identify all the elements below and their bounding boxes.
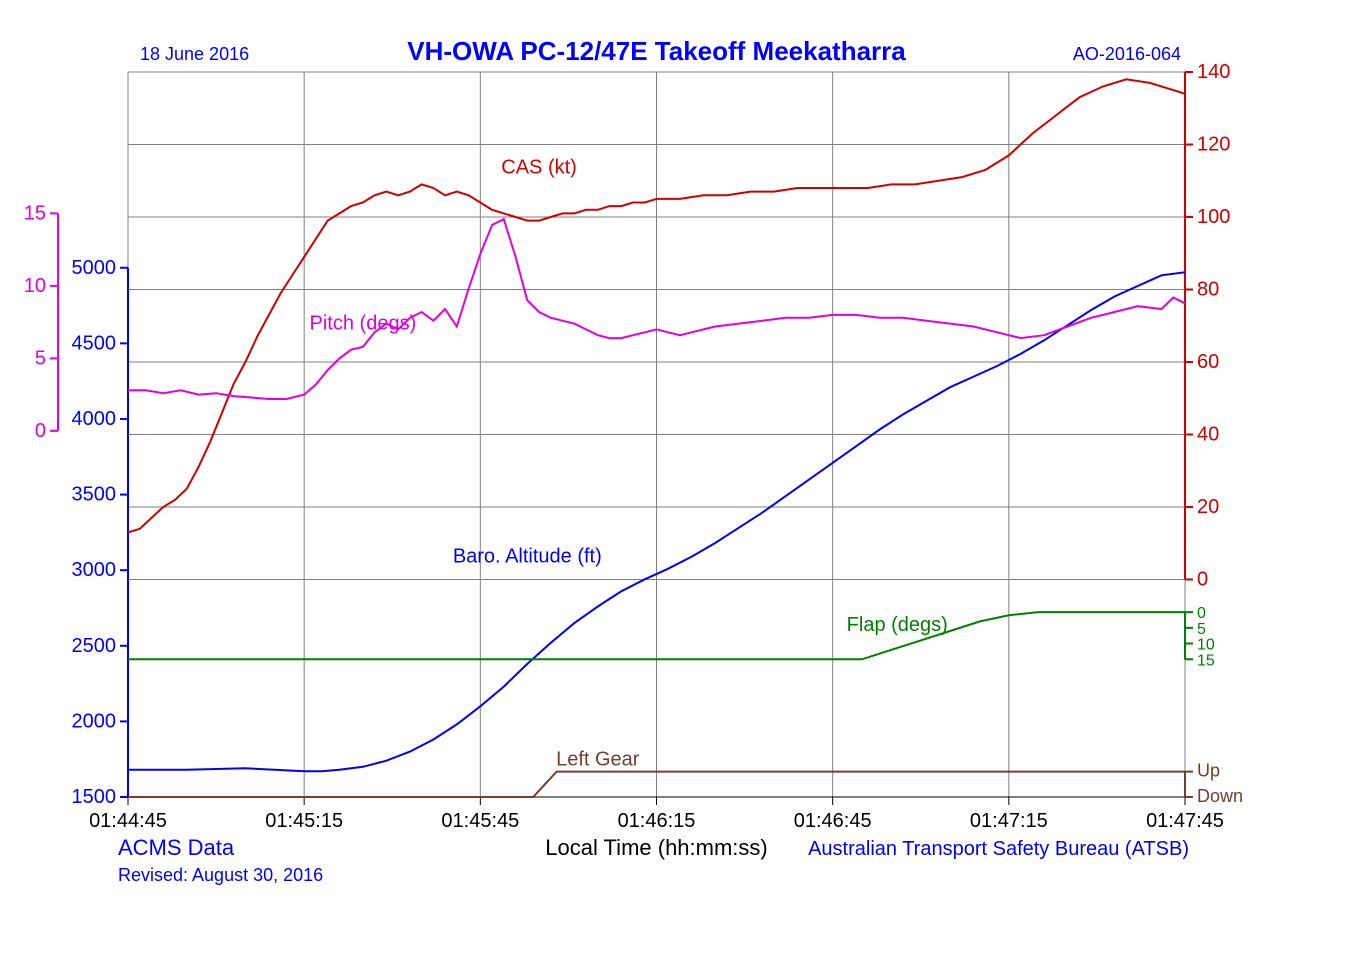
altitude-label: Baro. Altitude (ft) bbox=[453, 546, 602, 568]
flap-tick-label: 5 bbox=[1197, 621, 1206, 638]
pitch-tick-label: 15 bbox=[24, 202, 46, 224]
chart-svg: 01:44:45 01:45:15 01:45:45 01:46:15 01:46:45… bbox=[0, 0, 1369, 976]
cas-tick-label: 120 bbox=[1197, 134, 1230, 156]
gear-tick-up: Up bbox=[1197, 761, 1220, 781]
date-label: 18 June 2016 bbox=[140, 44, 249, 64]
data-source-label: ACMS Data bbox=[118, 835, 235, 860]
chart-title: VH-OWA PC-12/47E Takeoff Meekatharra bbox=[407, 36, 906, 66]
x-tick-label: 01:46:15 bbox=[618, 810, 696, 832]
cas-tick-label: 20 bbox=[1197, 496, 1219, 518]
flap-tick-label: 10 bbox=[1197, 637, 1215, 654]
ref-label: AO-2016-064 bbox=[1073, 44, 1181, 64]
x-tick-label: 01:47:15 bbox=[970, 810, 1048, 832]
flap-label: Flap (degs) bbox=[847, 614, 948, 636]
x-axis-label: Local Time (hh:mm:ss) bbox=[545, 835, 768, 860]
altitude-tick-label: 4000 bbox=[72, 408, 117, 430]
x-tick-label: 01:47:45 bbox=[1146, 810, 1224, 832]
cas-tick-label: 0 bbox=[1197, 569, 1208, 591]
altitude-tick-label: 1500 bbox=[72, 786, 117, 808]
pitch-label: Pitch (degs) bbox=[310, 312, 417, 334]
cas-tick-label: 140 bbox=[1197, 61, 1230, 83]
flap-tick-label: 15 bbox=[1197, 652, 1215, 669]
gear-tick-down: Down bbox=[1197, 786, 1243, 806]
flight-data-chart: 01:44:45 01:45:15 01:45:45 01:46:15 01:46:45… bbox=[0, 0, 1369, 976]
flap-tick-label: 0 bbox=[1197, 605, 1206, 622]
cas-label: CAS (kt) bbox=[501, 157, 577, 179]
pitch-tick-label: 0 bbox=[35, 420, 46, 442]
x-tick-label: 01:45:15 bbox=[265, 810, 343, 832]
x-tick-label: 01:45:45 bbox=[441, 810, 519, 832]
cas-tick-label: 40 bbox=[1197, 424, 1219, 446]
altitude-tick-label: 2500 bbox=[72, 635, 117, 657]
bureau-label: Australian Transport Safety Bureau (ATSB… bbox=[808, 838, 1189, 860]
revised-label: Revised: August 30, 2016 bbox=[118, 865, 323, 885]
cas-tick-label: 100 bbox=[1197, 206, 1230, 228]
pitch-tick-label: 5 bbox=[35, 347, 46, 369]
altitude-tick-label: 5000 bbox=[72, 257, 117, 279]
cas-tick-label: 80 bbox=[1197, 279, 1219, 301]
x-tick-label: 01:44:45 bbox=[89, 810, 167, 832]
pitch-tick-label: 10 bbox=[24, 275, 46, 297]
altitude-tick-label: 3000 bbox=[72, 559, 117, 581]
altitude-tick-label: 4500 bbox=[72, 332, 117, 354]
x-tick-label: 01:46:45 bbox=[794, 810, 872, 832]
cas-tick-label: 60 bbox=[1197, 351, 1219, 373]
gear-label: Left Gear bbox=[556, 749, 640, 771]
altitude-tick-label: 3500 bbox=[72, 484, 117, 506]
altitude-tick-label: 2000 bbox=[72, 710, 117, 732]
